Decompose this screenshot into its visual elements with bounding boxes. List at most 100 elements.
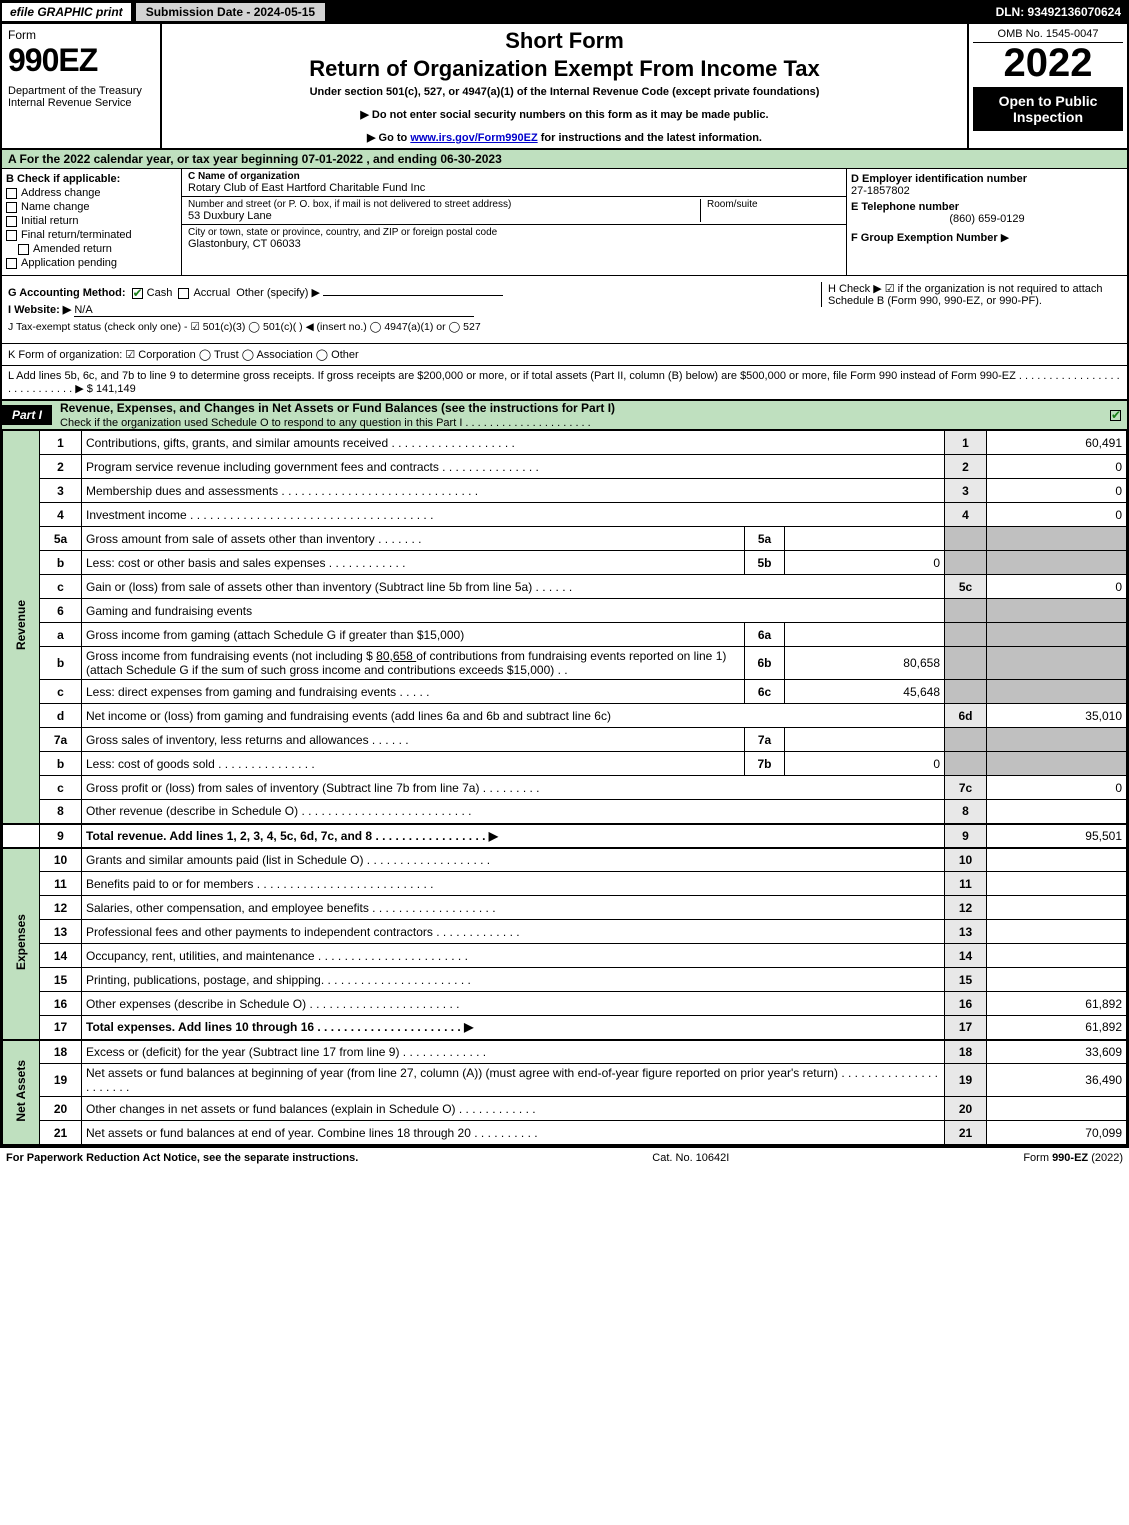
line-num: c [40, 575, 82, 599]
cb-accrual[interactable] [178, 288, 189, 299]
cb-amended-return-label: Amended return [33, 243, 112, 255]
part-I-checkbox[interactable] [1110, 410, 1121, 421]
form-header: Form 990EZ Department of the Treasury In… [2, 24, 1127, 150]
street-value: 53 Duxbury Lane [188, 210, 700, 222]
part-I-sub: Check if the organization used Schedule … [60, 417, 591, 429]
line-num: b [40, 647, 82, 680]
irs-link[interactable]: www.irs.gov/Form990EZ [410, 132, 537, 144]
cb-cash[interactable] [132, 288, 143, 299]
revenue-sidelabel: Revenue [3, 431, 40, 824]
website-label: I Website: ▶ [8, 304, 71, 316]
line-num: 9 [40, 824, 82, 848]
sub-label: 6c [745, 680, 785, 704]
sub-label: 5a [745, 527, 785, 551]
line-num: 19 [40, 1064, 82, 1097]
line-num: 16 [40, 992, 82, 1016]
line-num: 14 [40, 944, 82, 968]
shaded-cell [945, 728, 987, 752]
line-desc: Excess or (deficit) for the year (Subtra… [82, 1040, 945, 1064]
shaded-cell [987, 623, 1127, 647]
line-desc: Less: cost of goods sold . . . . . . . .… [82, 752, 745, 776]
table-row: 8 Other revenue (describe in Schedule O)… [3, 800, 1127, 824]
line-num: 11 [40, 872, 82, 896]
line-code: 12 [945, 896, 987, 920]
line-code: 20 [945, 1097, 987, 1121]
line-desc: Occupancy, rent, utilities, and maintena… [82, 944, 945, 968]
section-DEF: D Employer identification number 27-1857… [847, 169, 1127, 275]
line-code: 1 [945, 431, 987, 455]
line-code: 18 [945, 1040, 987, 1064]
shaded-cell [987, 527, 1127, 551]
phone-label: E Telephone number [851, 201, 1123, 213]
shaded-cell [945, 752, 987, 776]
table-row: 9 Total revenue. Add lines 1, 2, 3, 4, 5… [3, 824, 1127, 848]
line-amount [987, 944, 1127, 968]
line-num: a [40, 623, 82, 647]
line-code: 19 [945, 1064, 987, 1097]
part-I-tab: Part I [2, 405, 52, 425]
line-code: 2 [945, 455, 987, 479]
line-amount: 70,099 [987, 1121, 1127, 1145]
cb-application-pending[interactable]: Application pending [6, 257, 177, 269]
line-amount: 33,609 [987, 1040, 1127, 1064]
sub-value [785, 623, 945, 647]
l-text: L Add lines 5b, 6c, and 7b to line 9 to … [8, 370, 1120, 395]
line-code: 4 [945, 503, 987, 527]
lines-table: Revenue 1 Contributions, gifts, grants, … [2, 430, 1127, 1145]
line-amount [987, 1097, 1127, 1121]
line-amount: 0 [987, 776, 1127, 800]
table-row: 20Other changes in net assets or fund ba… [3, 1097, 1127, 1121]
line-code: 14 [945, 944, 987, 968]
efile-print-button[interactable]: efile GRAPHIC print [2, 3, 131, 21]
short-form-label: Short Form [168, 28, 961, 54]
shaded-cell [945, 599, 987, 623]
cb-address-change[interactable]: Address change [6, 187, 177, 199]
note-link-post: for instructions and the latest informat… [538, 132, 762, 144]
table-row: b Gross income from fundraising events (… [3, 647, 1127, 680]
l6b-underline: 80,658 [376, 649, 416, 663]
table-row: 11Benefits paid to or for members . . . … [3, 872, 1127, 896]
sub-label: 6b [745, 647, 785, 680]
line-desc: Program service revenue including govern… [82, 455, 945, 479]
cb-amended-return[interactable]: Amended return [18, 243, 177, 255]
line-num: 15 [40, 968, 82, 992]
header-left: Form 990EZ Department of the Treasury In… [2, 24, 162, 148]
netassets-sidelabel: Net Assets [3, 1040, 40, 1145]
sub-value: 0 [785, 551, 945, 575]
blank-side [3, 824, 40, 848]
street-label: Number and street (or P. O. box, if mail… [188, 199, 700, 210]
table-row: 16Other expenses (describe in Schedule O… [3, 992, 1127, 1016]
form-word: Form [8, 28, 154, 42]
line-amount [987, 968, 1127, 992]
table-row: d Net income or (loss) from gaming and f… [3, 704, 1127, 728]
cb-name-change[interactable]: Name change [6, 201, 177, 213]
line-amount: 0 [987, 503, 1127, 527]
line-num: 6 [40, 599, 82, 623]
part-I-title: Revenue, Expenses, and Changes in Net As… [60, 401, 615, 415]
cb-application-pending-label: Application pending [21, 257, 117, 269]
line-code: 10 [945, 848, 987, 872]
footer-left: For Paperwork Reduction Act Notice, see … [6, 1152, 358, 1164]
phone-value: (860) 659-0129 [851, 213, 1123, 225]
line-code: 7c [945, 776, 987, 800]
line-num: b [40, 551, 82, 575]
line-amount: 61,892 [987, 1016, 1127, 1040]
table-row: b Less: cost of goods sold . . . . . . .… [3, 752, 1127, 776]
sub-value [785, 728, 945, 752]
form-subtitle: Under section 501(c), 527, or 4947(a)(1)… [168, 86, 961, 98]
tax-year: 2022 [973, 43, 1123, 83]
line-code: 21 [945, 1121, 987, 1145]
shaded-cell [987, 599, 1127, 623]
line-amount: 0 [987, 455, 1127, 479]
form-title: Return of Organization Exempt From Incom… [168, 56, 961, 82]
line-amount [987, 848, 1127, 872]
line-code: 6d [945, 704, 987, 728]
cb-final-return[interactable]: Final return/terminated [6, 229, 177, 241]
line-desc: Salaries, other compensation, and employ… [82, 896, 945, 920]
other-specify-line [323, 295, 503, 296]
line-code: 3 [945, 479, 987, 503]
header-right: OMB No. 1545-0047 2022 Open to Public In… [967, 24, 1127, 148]
line-desc: Net income or (loss) from gaming and fun… [82, 704, 945, 728]
cb-initial-return[interactable]: Initial return [6, 215, 177, 227]
l-value: 141,149 [96, 383, 136, 395]
